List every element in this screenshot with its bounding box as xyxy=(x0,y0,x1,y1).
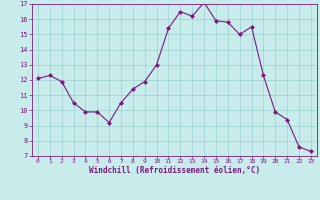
X-axis label: Windchill (Refroidissement éolien,°C): Windchill (Refroidissement éolien,°C) xyxy=(89,166,260,175)
